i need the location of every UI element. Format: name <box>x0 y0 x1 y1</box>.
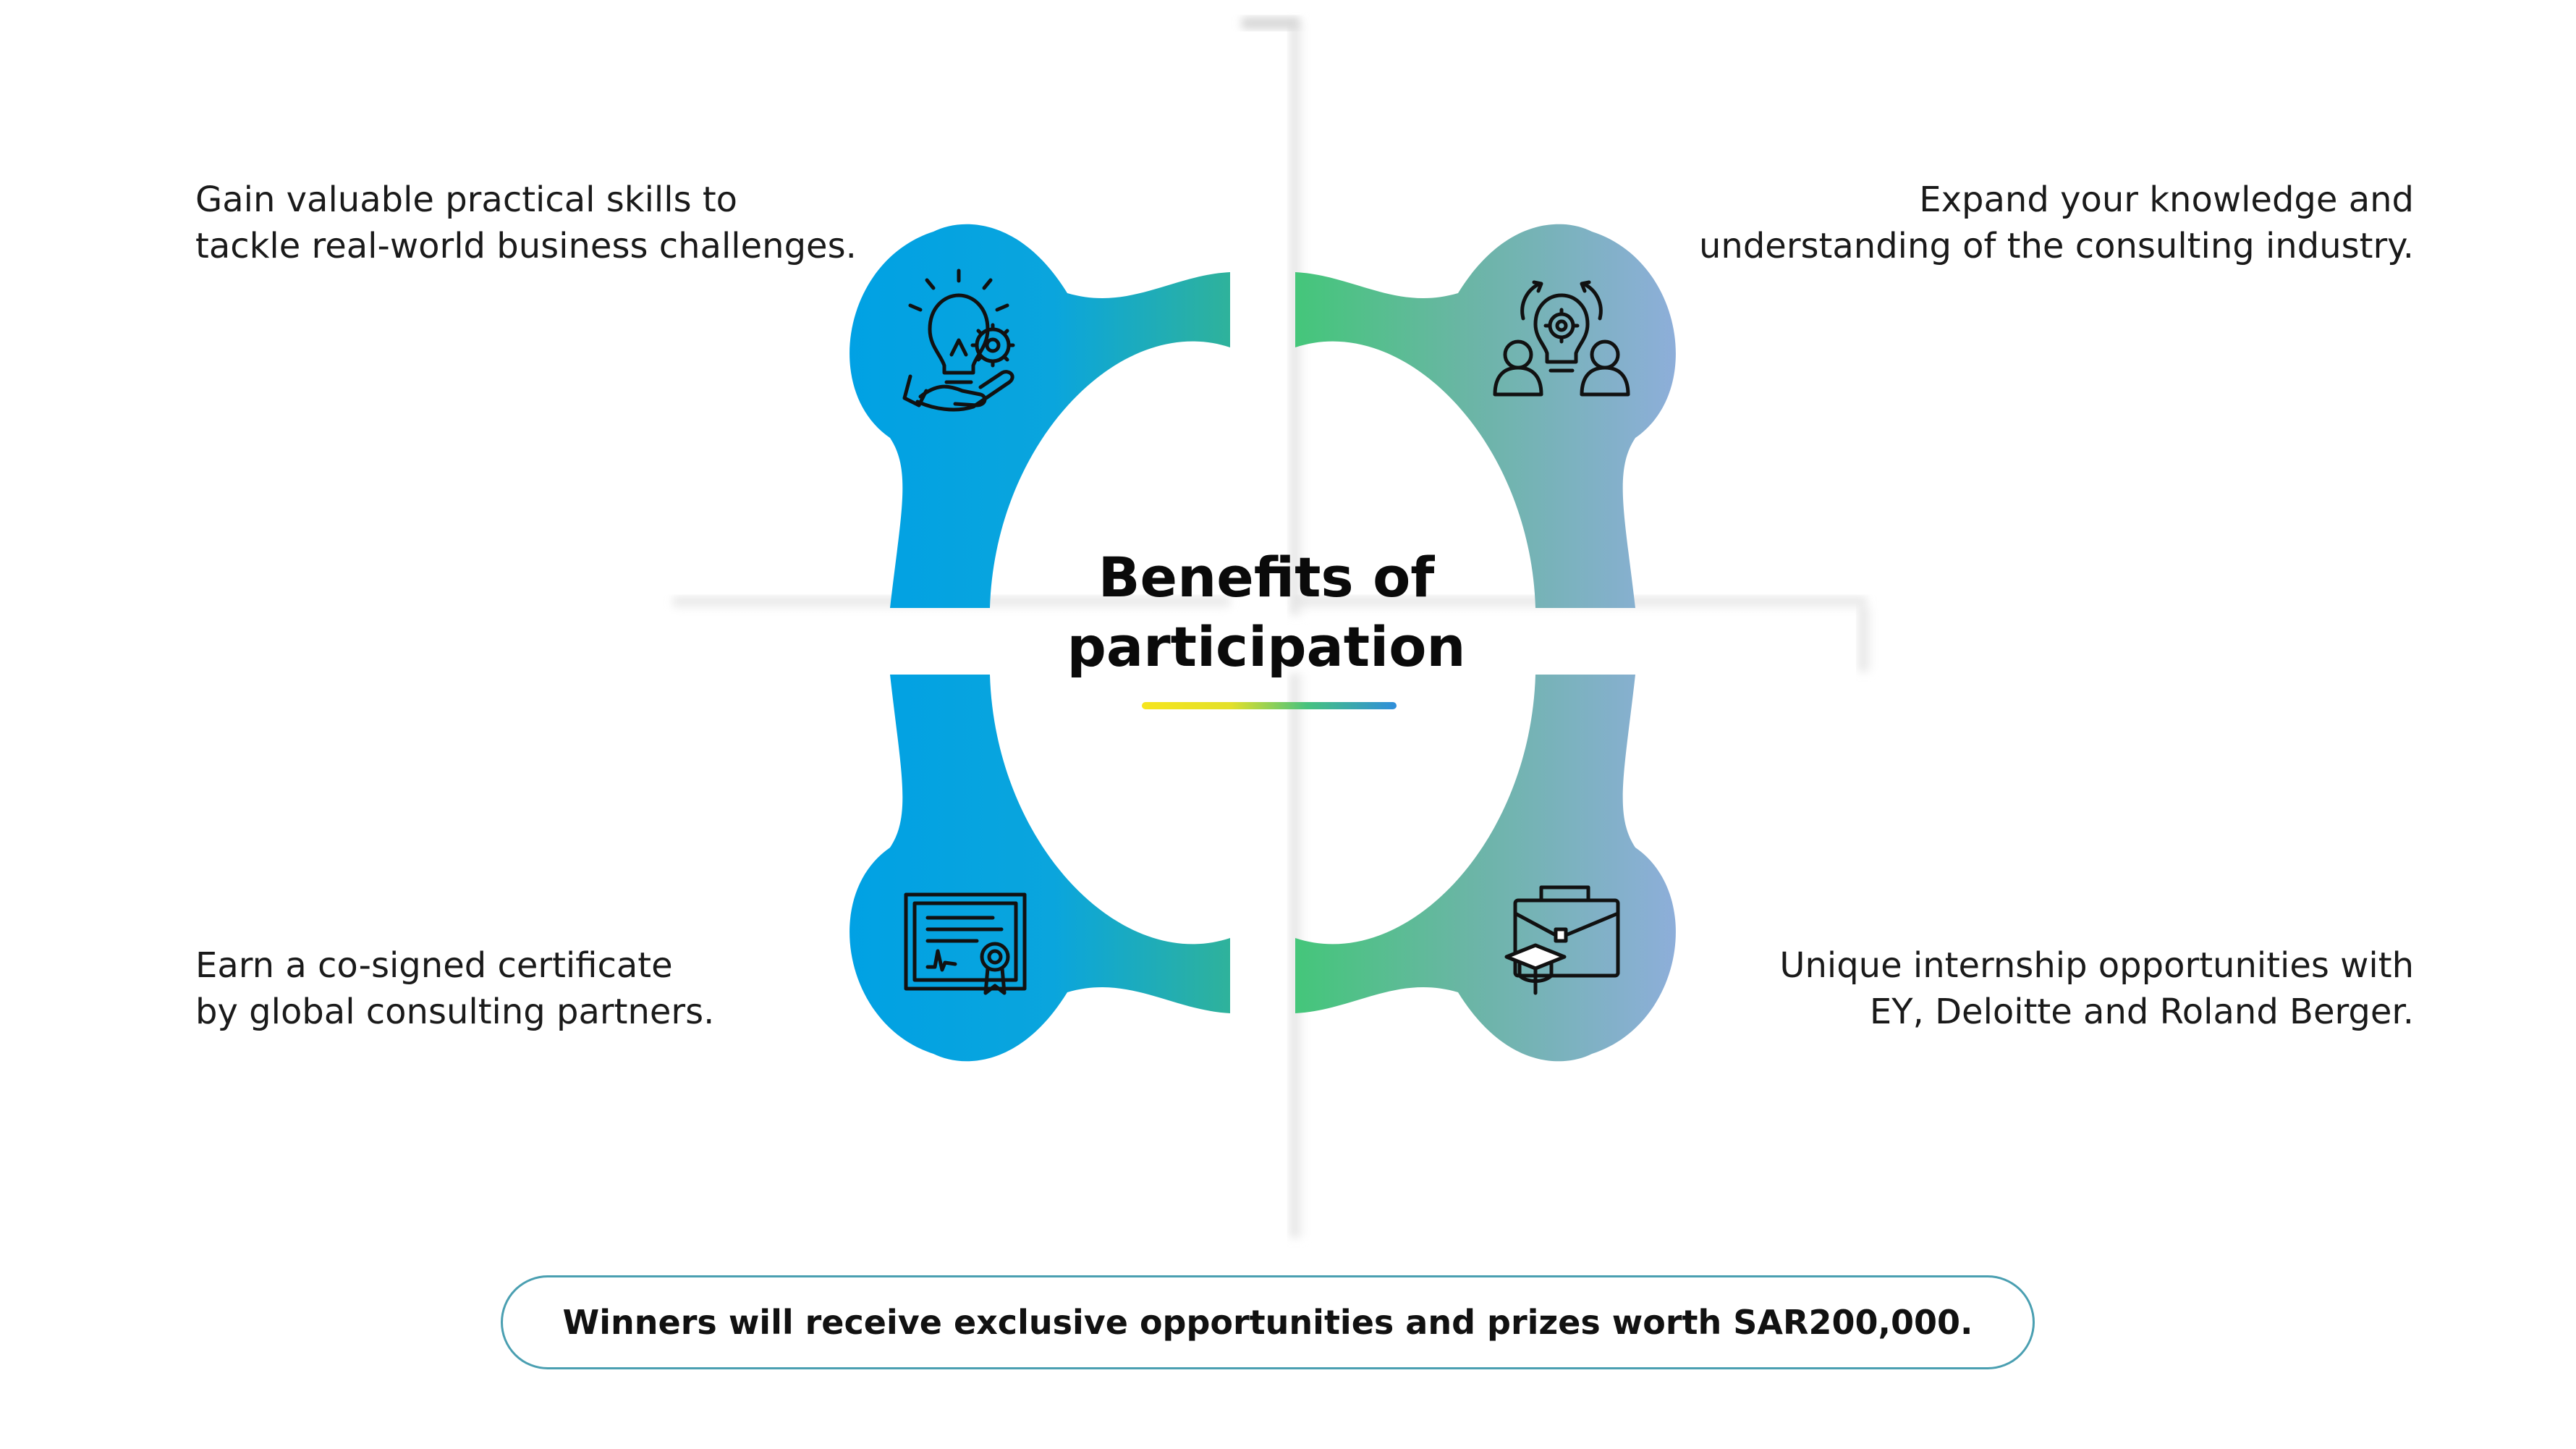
shape-bottom-right <box>1295 675 1676 1062</box>
divider-shadows <box>673 17 1877 1238</box>
benefit-certificate: Earn a co-signed certificate by global c… <box>195 942 919 1035</box>
benefit-certificate-line-1: Earn a co-signed certificate <box>195 945 673 986</box>
shape-top-right <box>1295 224 1676 608</box>
title-line-2: participation <box>1067 614 1466 679</box>
benefit-skills-line-2: tackle real-world business challenges. <box>195 226 857 266</box>
briefcase-graduation-cap-icon <box>1504 885 1620 995</box>
benefit-knowledge: Expand your knowledge and understanding … <box>1690 177 2414 269</box>
benefit-internship: Unique internship opportunities with EY,… <box>1690 942 2414 1035</box>
benefit-certificate-line-2: by global consulting partners. <box>195 992 715 1032</box>
benefit-skills-line-1: Gain valuable practical skills to <box>195 179 738 220</box>
prize-banner-text: Winners will receive exclusive opportuni… <box>562 1303 1973 1342</box>
diagram-title: Benefits of participation <box>977 543 1556 682</box>
lightbulb-gear-hand-icon <box>902 269 1015 412</box>
benefit-knowledge-line-2: understanding of the consulting industry… <box>1698 226 2414 266</box>
certificate-icon <box>904 892 1027 995</box>
benefit-skills: Gain valuable practical skills to tackle… <box>195 177 919 269</box>
title-line-1: Benefits of <box>1098 545 1435 609</box>
benefit-knowledge-line-1: Expand your knowledge and <box>1919 179 2414 220</box>
shape-top-left <box>850 224 1230 608</box>
prize-banner: Winners will receive exclusive opportuni… <box>501 1275 2035 1369</box>
people-lightbulb-gear-icon <box>1493 280 1630 397</box>
title-underline <box>1142 702 1397 709</box>
benefit-internship-line-1: Unique internship opportunities with <box>1779 945 2414 986</box>
benefit-internship-line-2: EY, Deloitte and Roland Berger. <box>1869 992 2414 1032</box>
